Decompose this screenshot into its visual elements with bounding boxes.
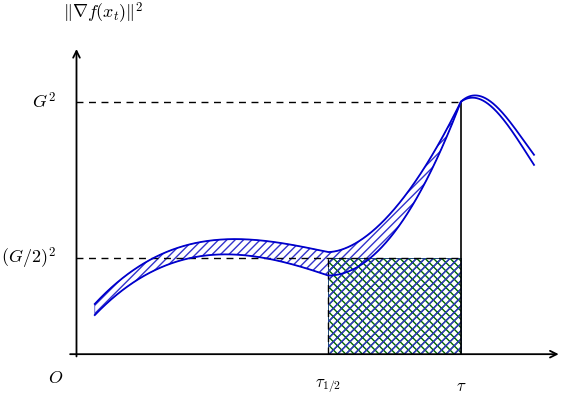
Text: $(G/2)^2$: $(G/2)^2$ [1,246,56,271]
Text: $\tau_{1/2}$: $\tau_{1/2}$ [315,377,341,395]
Text: $\|\nabla f(x_t)\|^2$: $\|\nabla f(x_t)\|^2$ [63,1,143,26]
Text: $G^2$: $G^2$ [32,91,56,112]
Text: $\tau$: $\tau$ [455,377,466,395]
Text: $O$: $O$ [47,369,63,387]
